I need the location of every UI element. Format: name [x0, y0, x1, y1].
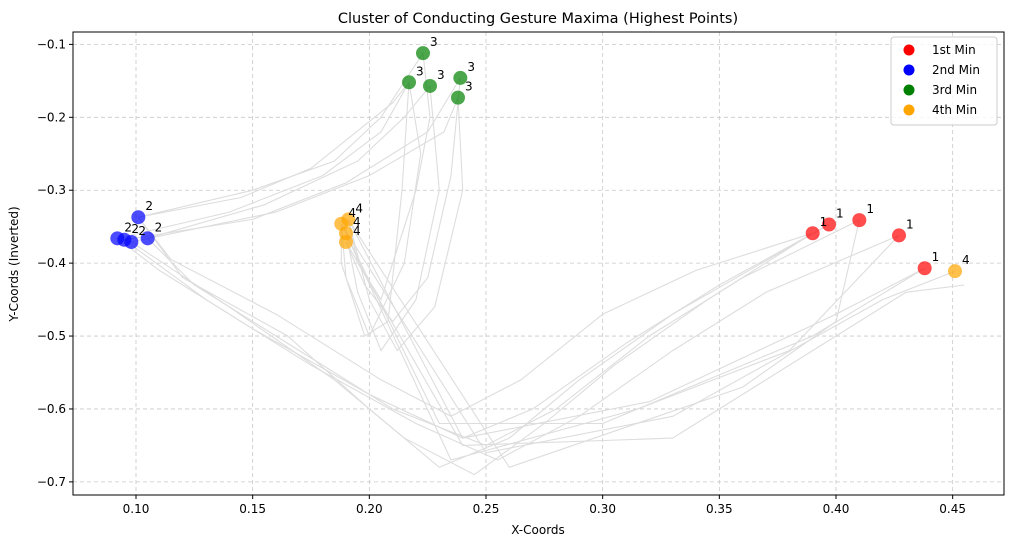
- legend-label: 4th Min: [932, 103, 977, 117]
- y-axis-ticks: −0.1 −0.2 −0.3 −0.4 −0.5 −0.6 −0.7: [37, 37, 73, 489]
- data-point: [124, 234, 139, 249]
- data-points: [110, 46, 962, 279]
- point-label: 3: [437, 68, 445, 82]
- trajectory-line: [116, 80, 956, 454]
- point-label: 4: [353, 224, 361, 238]
- data-point: [852, 213, 867, 228]
- x-tick-label: 0.10: [123, 502, 150, 516]
- y-tick-label: −0.7: [37, 475, 66, 489]
- point-label: 2: [124, 220, 132, 234]
- x-tick-label: 0.25: [473, 502, 500, 516]
- trajectory-line: [129, 97, 860, 476]
- y-tick-label: −0.5: [37, 329, 66, 343]
- trajectory-lines: [116, 51, 965, 476]
- y-tick-label: −0.2: [37, 110, 66, 124]
- data-point: [453, 70, 468, 85]
- legend-marker: [903, 84, 915, 96]
- data-point: [805, 226, 820, 241]
- legend-label: 3rd Min: [932, 83, 977, 97]
- y-tick-label: −0.4: [37, 256, 66, 270]
- point-label: 4: [962, 253, 970, 267]
- trajectory-line: [122, 77, 965, 461]
- x-tick-label: 0.40: [823, 502, 850, 516]
- point-label: 1: [906, 217, 914, 231]
- point-label: 2: [138, 224, 146, 238]
- x-tick-label: 0.35: [706, 502, 733, 516]
- legend-box: [890, 36, 998, 126]
- data-point: [892, 228, 906, 243]
- legend-label: 2nd Min: [932, 63, 980, 77]
- data-point: [822, 217, 836, 232]
- y-tick-label: −0.1: [37, 37, 66, 51]
- x-tick-label: 0.30: [589, 502, 616, 516]
- x-axis-ticks: 0.10 0.15 0.20 0.25 0.30 0.35 0.40 0.45: [123, 495, 966, 516]
- data-point: [917, 261, 932, 276]
- x-axis-label: X-Coords: [511, 523, 565, 537]
- data-point: [416, 46, 430, 61]
- data-point: [339, 234, 353, 249]
- data-point: [402, 75, 416, 90]
- trajectory-line: [146, 84, 925, 447]
- legend-marker: [903, 104, 915, 116]
- point-label: 2: [131, 222, 139, 236]
- legend-marker: [903, 64, 915, 76]
- y-tick-label: −0.6: [37, 402, 66, 416]
- y-axis-label: Y-Coords (Inverted): [7, 206, 21, 322]
- point-label: 1: [836, 206, 844, 220]
- data-point: [131, 210, 146, 225]
- data-point: [451, 90, 465, 105]
- point-label: 1: [932, 250, 940, 264]
- point-label: 4: [348, 206, 356, 220]
- data-point: [423, 78, 437, 93]
- trajectory-line: [137, 80, 900, 468]
- data-point: [140, 231, 155, 246]
- x-tick-label: 0.20: [356, 502, 383, 516]
- data-point: [948, 264, 962, 279]
- chart-title: Cluster of Conducting Gesture Maxima (Hi…: [338, 11, 738, 27]
- legend-label: 1st Min: [932, 43, 976, 57]
- point-label: 1: [820, 215, 828, 229]
- point-label: 4: [355, 201, 363, 215]
- point-label: 1: [866, 202, 874, 216]
- x-tick-label: 0.15: [239, 502, 266, 516]
- point-label: 3: [465, 80, 473, 94]
- point-label: 3: [416, 64, 424, 78]
- legend: 1st Min 2nd Min 3rd Min 4th Min: [890, 36, 998, 126]
- point-label: 3: [467, 60, 475, 74]
- x-tick-label: 0.45: [939, 502, 966, 516]
- grid: [73, 32, 1004, 495]
- point-label: 3: [430, 35, 438, 49]
- point-label: 2: [155, 220, 163, 234]
- point-label: 4: [353, 215, 361, 229]
- y-tick-label: −0.3: [37, 183, 66, 197]
- point-label: 2: [145, 199, 153, 213]
- trajectory-line: [137, 51, 925, 439]
- legend-marker: [903, 44, 915, 56]
